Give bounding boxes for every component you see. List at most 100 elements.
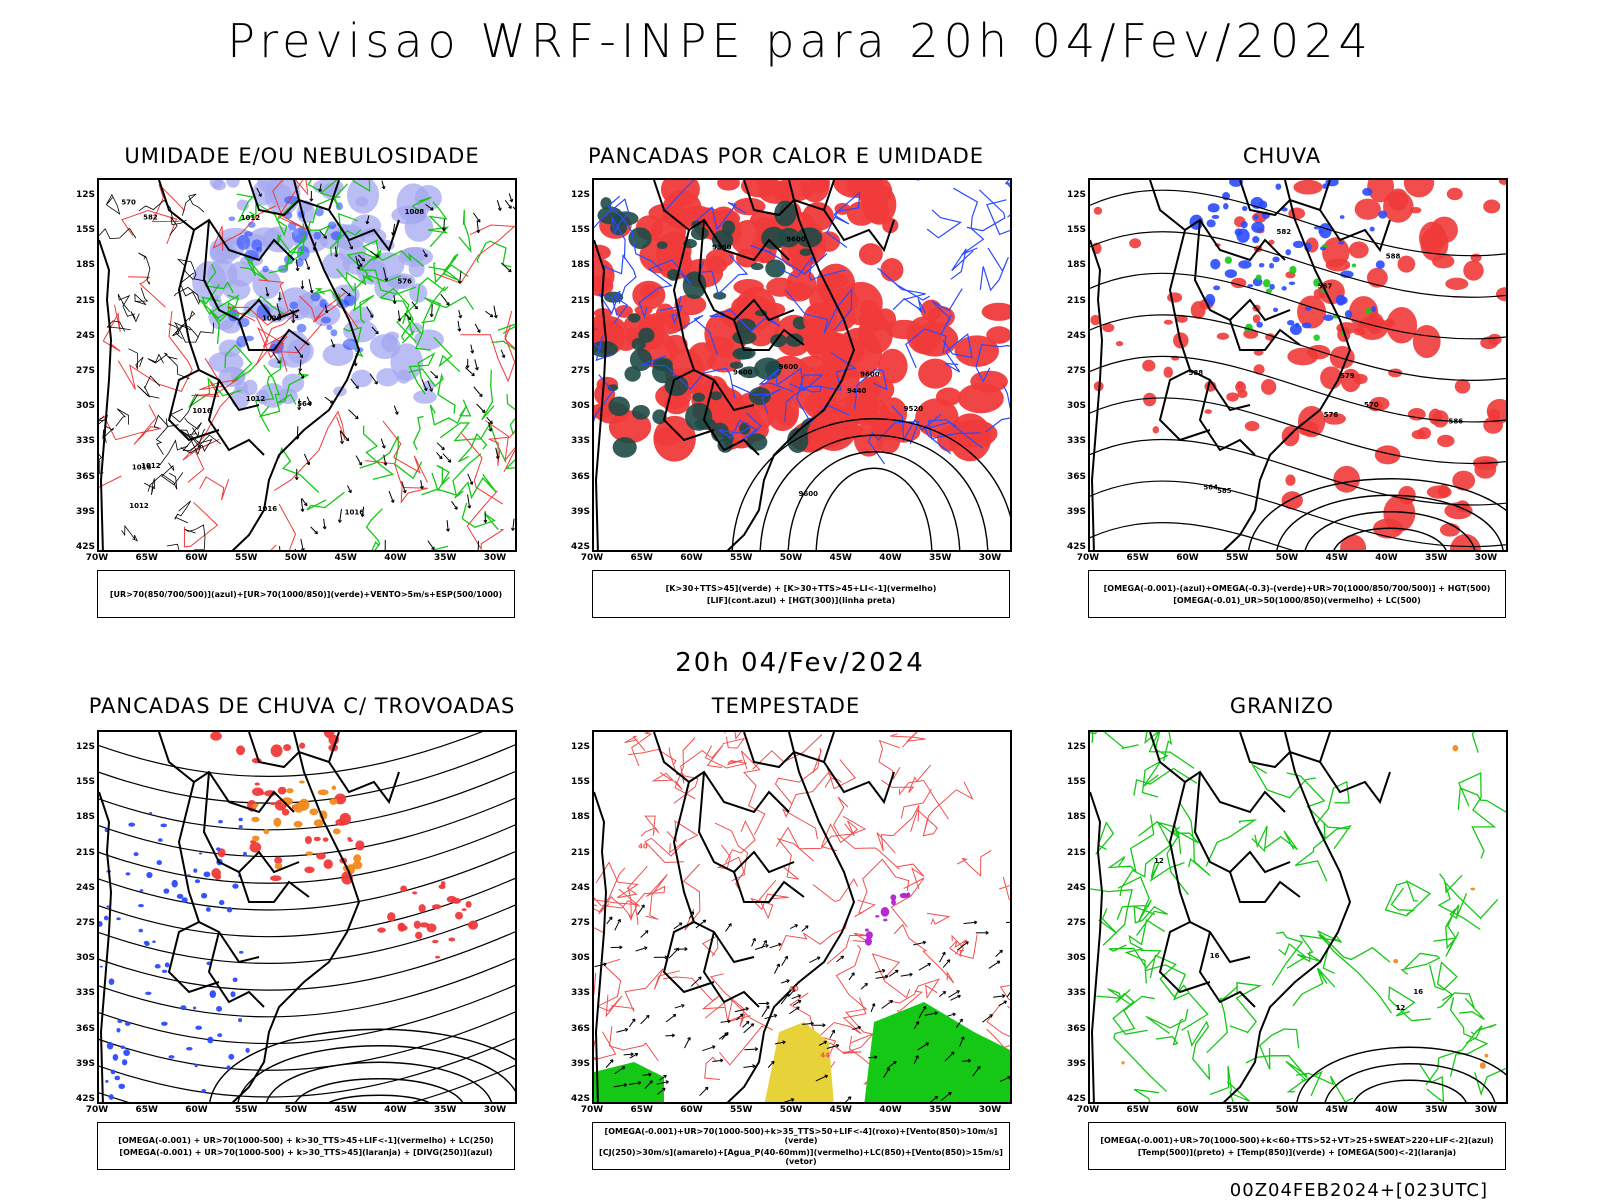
divergence-area (199, 852, 202, 854)
omega-area (1252, 236, 1259, 243)
longitude-label: 70W (1073, 1105, 1103, 1115)
latitude-label: 15S (67, 225, 95, 235)
legend-line: [UR>70(850/700/500)](azul)+[UR>70(1000/8… (102, 590, 510, 599)
latitude-label: 24S (562, 331, 590, 341)
humidity-high-level-area (320, 299, 328, 308)
longitude-label: 40W (876, 553, 906, 563)
thunderstorm-area (305, 836, 312, 844)
k-index-area (630, 349, 652, 371)
contour-label: 586 (1449, 418, 1464, 426)
latitude-label: 33S (67, 988, 95, 998)
longitude-label: 40W (1372, 553, 1402, 563)
rain-area (1153, 426, 1160, 433)
run-timestamp: 00Z04FEB2024+[023UTC] (1230, 1180, 1488, 1201)
latitude-label: 18S (1058, 260, 1086, 270)
convection-area (299, 780, 305, 783)
legend-line: [LIF](cont.azul) + [HGT(300)](linha pret… (597, 596, 1005, 605)
omega-strong-area (1352, 263, 1356, 267)
longitude-label: 60W (182, 553, 212, 563)
latitude-label: 24S (67, 331, 95, 341)
divergence-area (123, 1049, 130, 1056)
latitude-label: 30S (1058, 401, 1086, 411)
longitude-label: 70W (577, 1105, 607, 1115)
contour-label: 9440 (847, 387, 867, 395)
omega-strong-area (1322, 244, 1328, 247)
divergence-area (116, 917, 120, 920)
divergence-area (109, 978, 115, 985)
divergence-area (219, 900, 225, 905)
longitude-label: 35W (925, 553, 955, 563)
rain-area (1237, 390, 1247, 398)
legend-pancadas-de-chuva-c-trovoadas: [OMEGA(-0.001) + UR>70(1000-500) + k>30_… (97, 1122, 515, 1170)
latitude-label: 30S (67, 953, 95, 963)
thunderstorm-area (323, 837, 329, 841)
thunderstorm-area (432, 940, 439, 943)
rain-area (1440, 523, 1460, 537)
divergence-area (207, 1037, 213, 1044)
divergence-area (228, 1054, 234, 1060)
longitude-label: 35W (430, 1105, 460, 1115)
instability-area (656, 303, 675, 324)
rain-area (1349, 241, 1369, 258)
thunderstorm-area (441, 881, 446, 886)
thunderstorm-area (461, 908, 466, 911)
contour-label: 9600 (860, 371, 880, 379)
thunderstorm-area (304, 867, 314, 874)
rain-area (1326, 259, 1351, 272)
divergence-area (107, 1042, 114, 1050)
omega-area (1273, 308, 1278, 312)
rain-area (1094, 207, 1102, 215)
contour-label: 1008 (405, 208, 425, 216)
contour-label: 570 (1364, 401, 1379, 409)
convection-area (273, 818, 281, 827)
humidity-high-level-area (413, 390, 437, 404)
longitude-label: 55W (231, 553, 261, 563)
latitude-label: 27S (1058, 366, 1086, 376)
omega-area (1362, 188, 1372, 196)
divergence-area (152, 940, 155, 943)
contour-label: 1016 (345, 509, 365, 517)
contour-label: 582 (1277, 228, 1292, 236)
rain-area (1287, 348, 1318, 366)
contour-label: 576 (1324, 411, 1339, 419)
latitude-label: 18S (67, 260, 95, 270)
humidity-high-level-area (262, 266, 269, 273)
longitude-label: 35W (430, 553, 460, 563)
convection-area (318, 789, 329, 795)
thunderstorm-area (211, 868, 221, 878)
convection-area (353, 854, 361, 862)
instability-area (733, 279, 764, 295)
temp850-contour (1507, 789, 1509, 818)
longitude-label: 30W (975, 553, 1005, 563)
divergence-area (111, 1070, 116, 1075)
divergence-area (105, 1080, 108, 1083)
longitude-label: 50W (776, 1105, 806, 1115)
divergence-area (182, 897, 188, 903)
thunderstorm-area (419, 904, 426, 913)
rain-area (1333, 466, 1360, 493)
rain-area (1412, 430, 1426, 439)
contour-label: 570 (121, 199, 136, 207)
severe-storm-area (865, 928, 869, 931)
thunderstorm-area (271, 744, 283, 757)
contour-label: 12 (1396, 1004, 1406, 1012)
longitude-label: 70W (82, 553, 112, 563)
divergence-area (114, 1076, 120, 1081)
longitude-label: 45W (1322, 1105, 1352, 1115)
k-index-area (632, 405, 650, 420)
instability-area (907, 316, 942, 354)
latitude-label: 39S (1058, 507, 1086, 517)
latitude-label: 36S (1058, 472, 1086, 482)
thunderstorm-area (377, 927, 386, 932)
divergence-area (194, 1064, 197, 1067)
omega-area (1208, 203, 1220, 212)
contour-label: 1012 (246, 395, 266, 403)
instability-area (880, 258, 903, 282)
omega-area (1121, 1061, 1124, 1064)
latitude-label: 24S (1058, 331, 1086, 341)
longitude-label: 50W (281, 1105, 311, 1115)
latitude-label: 21S (562, 848, 590, 858)
latitude-label: 15S (562, 225, 590, 235)
divergence-area (239, 951, 244, 954)
